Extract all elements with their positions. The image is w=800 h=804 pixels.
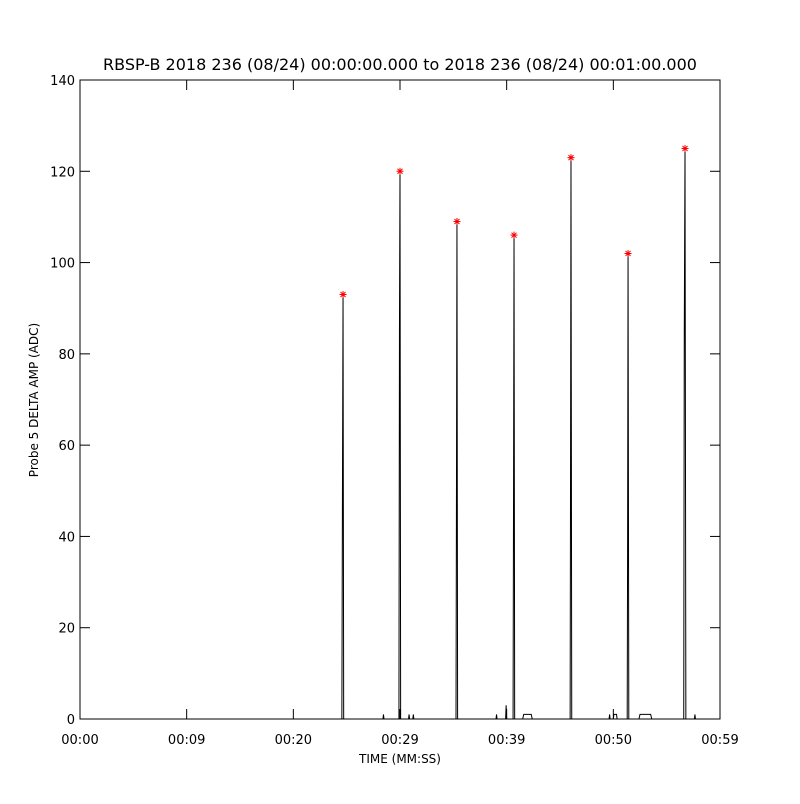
- y-tick-label: 80: [58, 348, 75, 363]
- x-tick-label: 00:29: [381, 733, 418, 748]
- peak-marker: [510, 231, 518, 239]
- x-tick-label: 00:09: [168, 733, 205, 748]
- x-axis-label: TIME (MM:SS): [358, 752, 441, 766]
- peak-marker: [624, 249, 632, 257]
- peak-marker: [339, 291, 347, 299]
- x-tick-label: 00:50: [595, 733, 632, 748]
- x-tick-label: 00:00: [61, 733, 98, 748]
- y-tick-label: 0: [67, 713, 75, 728]
- y-tick-label: 40: [58, 530, 75, 545]
- y-tick-label: 20: [58, 622, 75, 637]
- x-tick-label: 00:39: [488, 733, 525, 748]
- peak-marker: [681, 144, 689, 152]
- data-line: [80, 148, 699, 720]
- chart-title: RBSP-B 2018 236 (08/24) 00:00:00.000 to …: [103, 55, 697, 74]
- x-tick-label: 00:59: [701, 733, 738, 748]
- y-tick-label: 120: [50, 165, 75, 180]
- peak-marker: [396, 167, 404, 175]
- y-tick-label: 100: [50, 257, 75, 272]
- y-tick-label: 60: [58, 439, 75, 454]
- peak-marker: [453, 217, 461, 225]
- y-axis-label: Probe 5 DELTA AMP (ADC): [27, 323, 41, 477]
- peak-marker: [567, 154, 575, 162]
- y-tick-label: 140: [50, 74, 75, 89]
- x-tick-label: 00:20: [275, 733, 312, 748]
